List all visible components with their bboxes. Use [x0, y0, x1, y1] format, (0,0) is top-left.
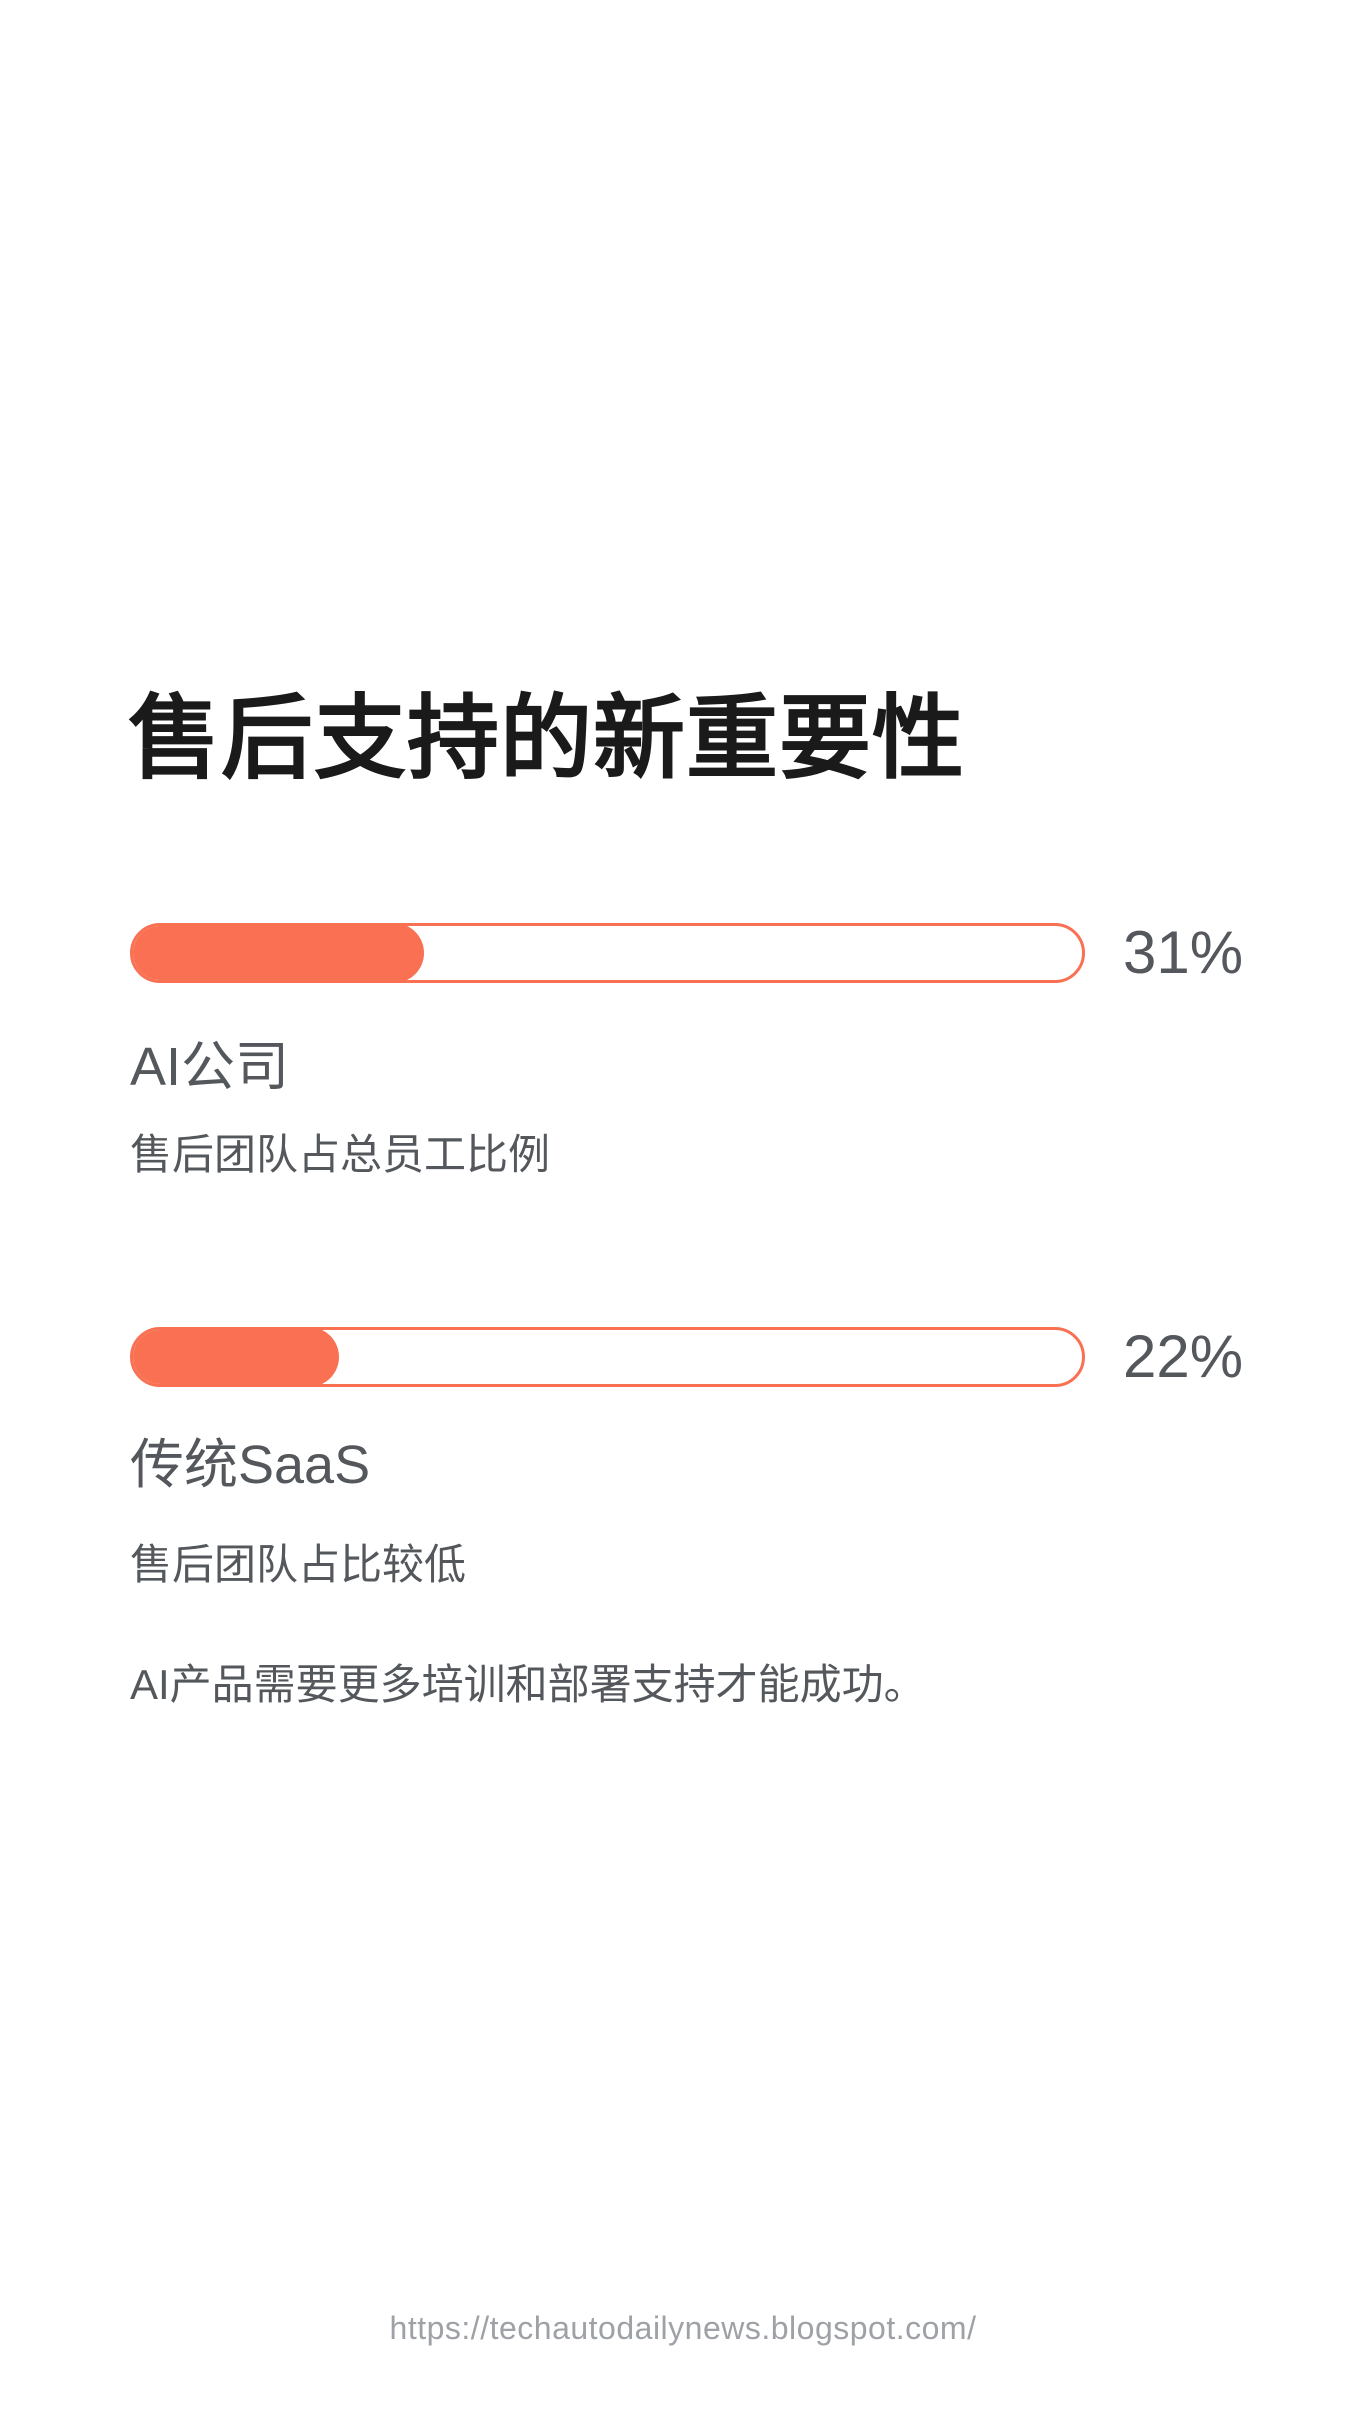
percent-value-saas: 22% — [1123, 1323, 1244, 1390]
annotation-text: AI产品需要更多培训和部署支持才能成功。 — [130, 1661, 926, 1708]
bar-label-ai: AI公司 — [130, 1037, 290, 1097]
progress-bar-row-saas: 22% — [130, 1322, 1243, 1391]
bar-description-ai: 售后团队占总员工比例 — [130, 1131, 551, 1178]
progress-fill-ai — [133, 925, 425, 980]
progress-track-saas — [130, 1326, 1085, 1387]
bar-label-saas: 传统SaaS — [130, 1435, 371, 1495]
footer-url: https://techautodailynews.blogspot.com/ — [389, 2310, 977, 2346]
percent-value-ai: 31% — [1123, 919, 1244, 986]
progress-bar-row-ai: 31% — [130, 918, 1243, 987]
bar-description-saas: 售后团队占比较低 — [130, 1541, 467, 1588]
progress-fill-saas — [133, 1329, 339, 1384]
page-title: 售后支持的新重要性 — [128, 688, 966, 790]
progress-track-ai — [130, 922, 1085, 983]
